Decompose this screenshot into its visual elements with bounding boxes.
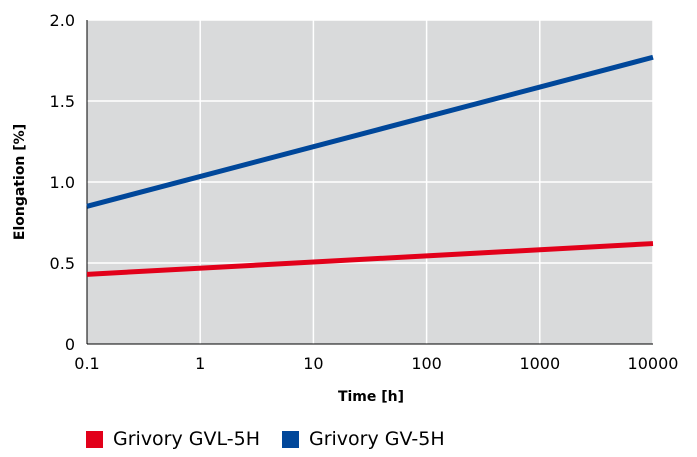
y-tick-label: 1.5 xyxy=(50,92,75,111)
legend-swatch-gvl-5h xyxy=(86,430,103,448)
grid xyxy=(87,19,654,344)
series-line-gv-5h xyxy=(86,54,654,209)
y-tick-label: 0.5 xyxy=(50,254,75,273)
legend-label-gvl-5h: Grivory GVL-5H xyxy=(113,428,260,450)
y-tick-label: 2.0 xyxy=(50,11,75,30)
x-tick-label: 100 xyxy=(411,354,442,373)
x-tick-label: 10000 xyxy=(628,354,679,373)
x-axis-label: Time [h] xyxy=(338,389,404,405)
y-axis-label: Elongation [%] xyxy=(12,124,28,240)
legend-label-gv-5h: Grivory GV-5H xyxy=(308,428,445,450)
x-tick-labels: 0.1 1 10 100 1000 10000 xyxy=(74,354,678,373)
x-tick-label: 1 xyxy=(195,354,205,373)
legend: Grivory GVL-5H Grivory GV-5H xyxy=(86,428,467,450)
series-lines xyxy=(86,54,654,277)
series-line-gvl-5h xyxy=(86,241,654,277)
y-tick-label: 0 xyxy=(65,335,75,354)
x-tick-label: 1000 xyxy=(519,354,560,373)
y-tick-labels: 0 0.5 1.0 1.5 2.0 xyxy=(50,11,75,354)
y-tick-label: 1.0 xyxy=(50,173,75,192)
legend-swatch-gv-5h xyxy=(281,430,299,448)
x-tick-label: 10 xyxy=(303,354,323,373)
axes xyxy=(86,20,653,345)
legend-item-gvl-5h: Grivory GVL-5H xyxy=(86,428,260,450)
x-tick-label: 0.1 xyxy=(74,354,99,373)
legend-item-gv-5h: Grivory GV-5H xyxy=(281,428,445,450)
